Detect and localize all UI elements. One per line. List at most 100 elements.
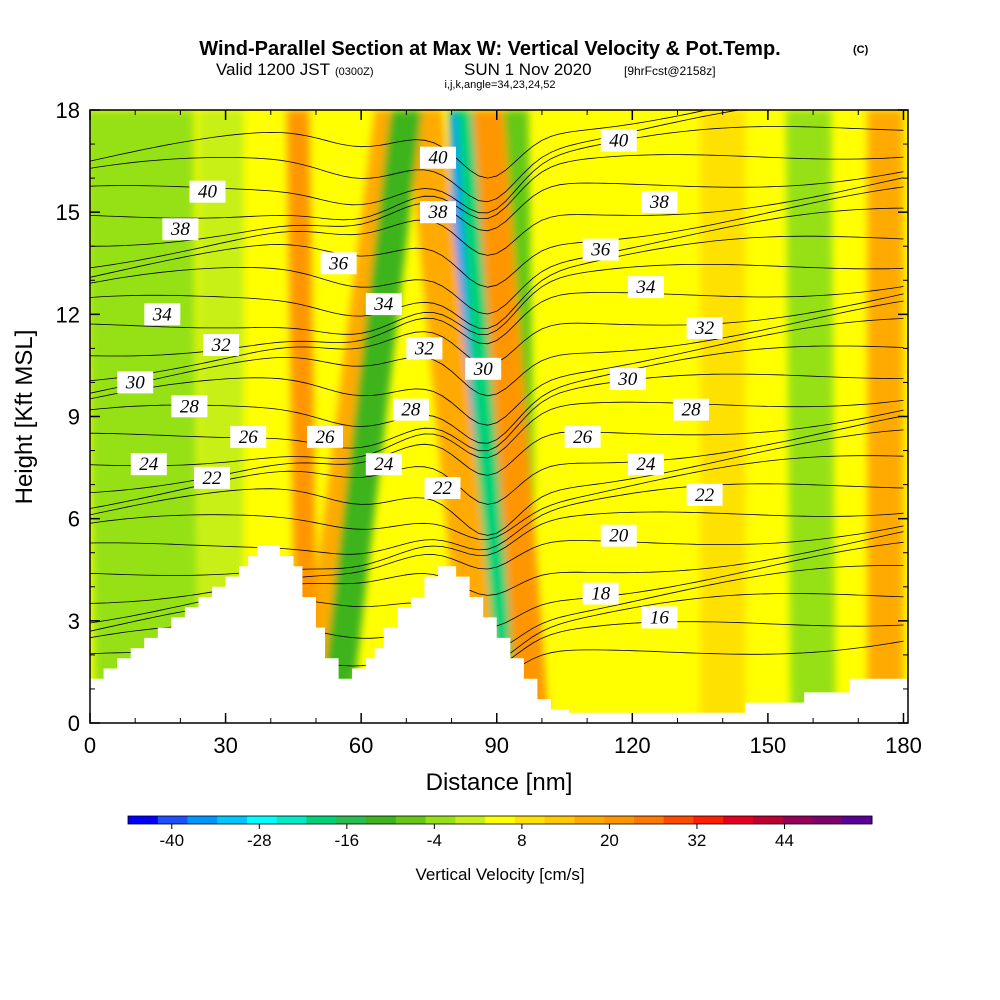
theta-contour	[90, 300, 904, 397]
contour-label-text: 38	[170, 219, 191, 240]
contour-label: 40	[189, 180, 226, 203]
theta-contour	[90, 264, 904, 335]
velocity-band	[318, 110, 423, 723]
contour-label: 34	[627, 276, 664, 299]
contour-label-text: 38	[428, 202, 449, 223]
theta-contour	[90, 171, 904, 247]
colorbar-swatch	[782, 816, 813, 824]
contour-label: 30	[117, 371, 154, 394]
colorbar-tick-label: -16	[335, 831, 360, 850]
theta-contour	[90, 110, 709, 179]
contour-label-text: 32	[211, 335, 232, 356]
colorbar-frame	[127, 815, 873, 825]
contour-label: 22	[686, 483, 723, 506]
theta-contour	[90, 110, 742, 203]
colorbar-swatch	[842, 816, 873, 824]
contour-label: 34	[365, 293, 402, 316]
valid-date-label: SUN 1 Nov 2020	[464, 60, 592, 79]
colorbar-swatch	[306, 816, 337, 824]
contour-label-text: 24	[636, 454, 656, 475]
y-tick-label: 12	[56, 302, 80, 327]
colorbar-tick-label: -28	[247, 831, 272, 850]
contour-labels: 40 38 34 32 30 28 26 24 22 36 34 26 24 28 32 40 38 22 30 40…	[117, 129, 723, 629]
theta-contour	[90, 455, 904, 540]
colorbar-swatch	[574, 816, 605, 824]
y-tick-label: 0	[68, 711, 80, 736]
velocity-band	[456, 110, 520, 723]
contour-label-text: 38	[649, 192, 670, 213]
contour-label-text: 22	[203, 468, 223, 489]
contour-label: 38	[641, 190, 678, 213]
contour-label-text: 24	[139, 454, 159, 475]
colorbar-tick-label: -40	[159, 831, 184, 850]
contour-label: 32	[686, 317, 723, 339]
theta-contour	[90, 177, 904, 269]
velocity-band	[867, 110, 904, 723]
theta-contour	[90, 126, 904, 214]
contour-label: 36	[320, 252, 357, 275]
colorbar-tick-label: 32	[687, 831, 706, 850]
contour-label: 38	[162, 218, 199, 241]
contour-label-text: 30	[473, 359, 494, 380]
contour-label: 20	[600, 524, 637, 547]
theta-contour	[90, 207, 904, 315]
contour-label: 16	[641, 606, 678, 629]
colorbar-swatch	[128, 816, 159, 824]
colorbar-swatch	[663, 816, 694, 824]
colorbar-swatch	[752, 816, 784, 824]
contour-label: 40	[600, 129, 637, 152]
theta-contour	[90, 400, 904, 467]
colorbar-swatch	[544, 816, 575, 824]
contour-label-text: 34	[152, 304, 173, 325]
contour-label-text: 36	[328, 253, 349, 274]
y-tick-label: 3	[68, 609, 80, 634]
theta-contour	[90, 154, 904, 221]
velocity-band	[406, 110, 502, 723]
contour-label-text: 28	[682, 400, 702, 421]
copyright-mark: (C)	[853, 44, 869, 56]
colorbar-swatch	[633, 816, 665, 824]
contour-label-text: 22	[695, 485, 715, 506]
colorbar-swatch	[514, 816, 546, 824]
contour-label-text: 28	[401, 400, 421, 421]
contour-label: 30	[609, 368, 646, 390]
colorbar-label: Vertical Velocity [cm/s]	[415, 865, 584, 884]
contour-label-text: 40	[609, 131, 629, 152]
contour-label-text: 34	[635, 277, 656, 298]
x-tick-label: 30	[213, 733, 237, 758]
terrain-mask	[90, 545, 908, 723]
contour-label: 28	[673, 398, 710, 421]
contour-label: 36	[582, 238, 619, 261]
contour-label: 34	[144, 303, 181, 326]
contour-label: 22	[194, 466, 230, 489]
colorbar-swatch	[455, 816, 486, 824]
contour-label: 24	[365, 453, 402, 476]
contour-label: 28	[171, 395, 208, 418]
contour-label-text: 40	[198, 182, 218, 203]
y-tick-label: 6	[68, 507, 80, 532]
theta-contour	[90, 345, 904, 444]
indices-label: i,j,k,angle=34,23,24,52	[444, 79, 555, 91]
contour-label-text: 30	[125, 372, 146, 393]
contour-label-text: 24	[374, 454, 394, 475]
contour-label-text: 32	[694, 318, 715, 339]
contour-label-text: 20	[609, 526, 629, 547]
velocity-band	[198, 110, 244, 723]
velocity-band	[785, 110, 836, 723]
contour-label-text: 36	[590, 240, 611, 261]
theta-contour	[90, 373, 904, 452]
colorbar-swatch	[276, 816, 308, 824]
contour-label: 26	[230, 425, 267, 448]
contour-label: 30	[465, 357, 502, 380]
x-tick-label: 150	[750, 733, 787, 758]
contour-label: 32	[406, 337, 443, 360]
theta-contour	[90, 511, 904, 576]
contour-label: 26	[564, 425, 601, 448]
colorbar-swatch	[217, 816, 248, 824]
colorbar-swatch	[336, 816, 367, 824]
x-tick-label: 60	[349, 733, 373, 758]
contour-label: 22	[424, 477, 461, 499]
